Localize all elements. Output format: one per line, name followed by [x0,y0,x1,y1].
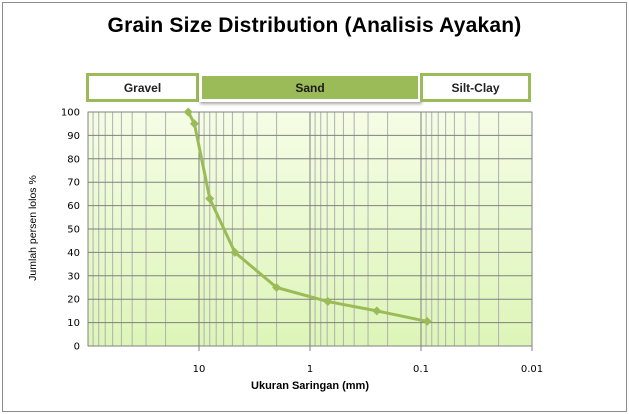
y-tick-label: 90 [67,131,80,142]
data-point-diamond-marker [323,297,333,307]
y-tick-label: 60 [67,201,80,212]
y-tick-label: 100 [61,108,80,119]
y-tick-label: 20 [67,295,80,306]
zone-silt-clay-label: Silt-Clay [420,73,531,102]
axes: 0 10 20 30 40 50 60 70 80 90 100 10 1 0.1 0.01 [61,108,543,376]
y-tick-label: 70 [67,178,80,189]
zone-sand-label: Sand [199,73,421,102]
x-tick-label: 10 [193,364,206,375]
x-tick-label: 0.1 [413,364,429,375]
gridlines [88,111,533,347]
data-point-diamond-marker [422,316,432,326]
data-point-diamond-marker [205,194,215,204]
data-point-diamond-marker [230,247,240,257]
y-tick-label: 0 [74,342,80,353]
zone-gravel-label: Gravel [86,73,199,102]
x-axis-label: Ukuran Saringan (mm) [251,380,369,392]
y-tick-label: 40 [67,248,80,259]
y-tick-label: 30 [67,271,80,282]
data-point-diamond-marker [272,283,282,292]
x-tick-label: 0.01 [521,364,543,375]
x-tick-label: 1 [307,364,313,375]
data-series [183,107,432,326]
data-point-diamond-marker [372,306,382,316]
y-axis-label: Jumlah persen lolos % [27,175,39,281]
y-tick-label: 10 [67,318,80,329]
data-point-diamond-marker [189,119,199,129]
y-tick-label: 80 [67,154,80,165]
y-tick-label: 50 [67,225,80,236]
chart-title: Grain Size Distribution (Analisis Ayakan… [107,14,522,37]
series-line [186,111,428,323]
data-point-diamond-marker [183,107,193,117]
